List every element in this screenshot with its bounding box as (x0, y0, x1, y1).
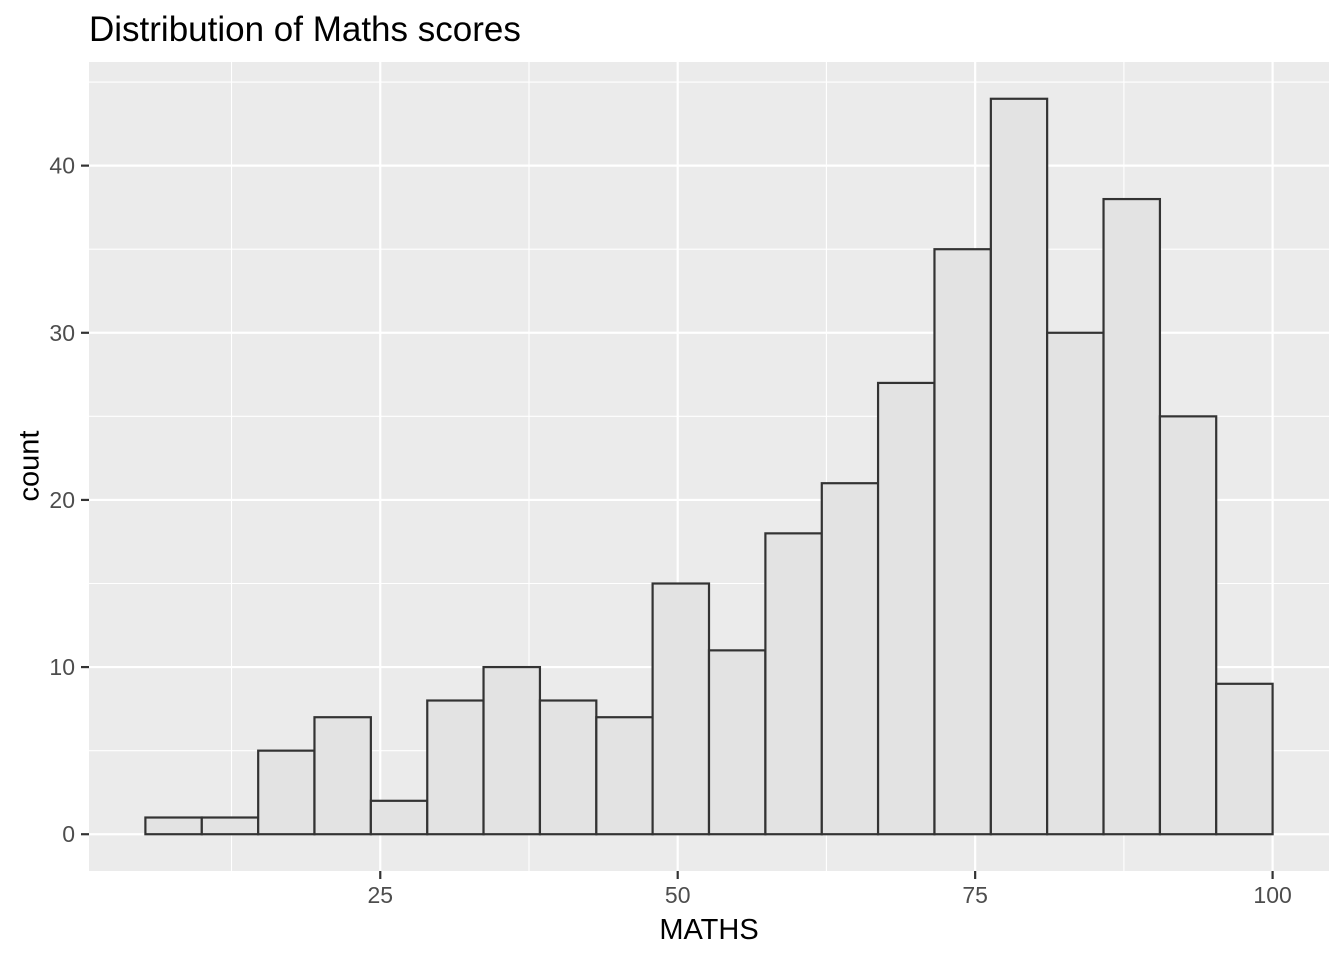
x-axis-title: MATHS (659, 914, 759, 946)
histogram-bar (876, 381, 936, 836)
histogram-bar (482, 665, 542, 836)
histogram-bar (369, 799, 429, 836)
histogram-bar (1046, 331, 1105, 836)
histogram-bar (707, 649, 767, 836)
axis-tick-labels: 25 50 75 100 0 10 20 30 40 (49, 153, 1291, 908)
histogram-bar (1158, 415, 1218, 836)
histogram-bar (538, 699, 598, 836)
histogram-bar (144, 816, 203, 836)
histogram-bar (1102, 197, 1162, 836)
x-tick-label: 25 (367, 882, 393, 908)
y-tick-label: 10 (49, 654, 75, 680)
y-axis-title: count (13, 430, 46, 502)
histogram-bar (764, 532, 823, 836)
y-tick-label: 0 (62, 821, 75, 847)
x-tick-label: 75 (962, 882, 988, 908)
histogram-bar (313, 716, 372, 836)
histogram-bar (257, 749, 316, 836)
plot-title: Distribution of Maths scores (89, 10, 521, 49)
histogram-bar (1215, 682, 1274, 836)
x-tick-label: 100 (1253, 882, 1291, 908)
histogram-bar (933, 248, 992, 836)
histogram-bar (989, 97, 1049, 836)
histogram-bar (426, 699, 485, 836)
y-tick-label: 30 (49, 320, 75, 346)
y-tick-label: 20 (49, 487, 75, 513)
x-tick-label: 50 (665, 882, 691, 908)
histogram-bar (651, 582, 711, 836)
histogram-bar (595, 716, 654, 836)
histogram-bars (144, 97, 1274, 836)
histogram-bar (200, 816, 260, 836)
y-tick-label: 40 (49, 153, 75, 179)
histogram-bar (820, 482, 880, 836)
axis-ticks (81, 164, 1274, 879)
